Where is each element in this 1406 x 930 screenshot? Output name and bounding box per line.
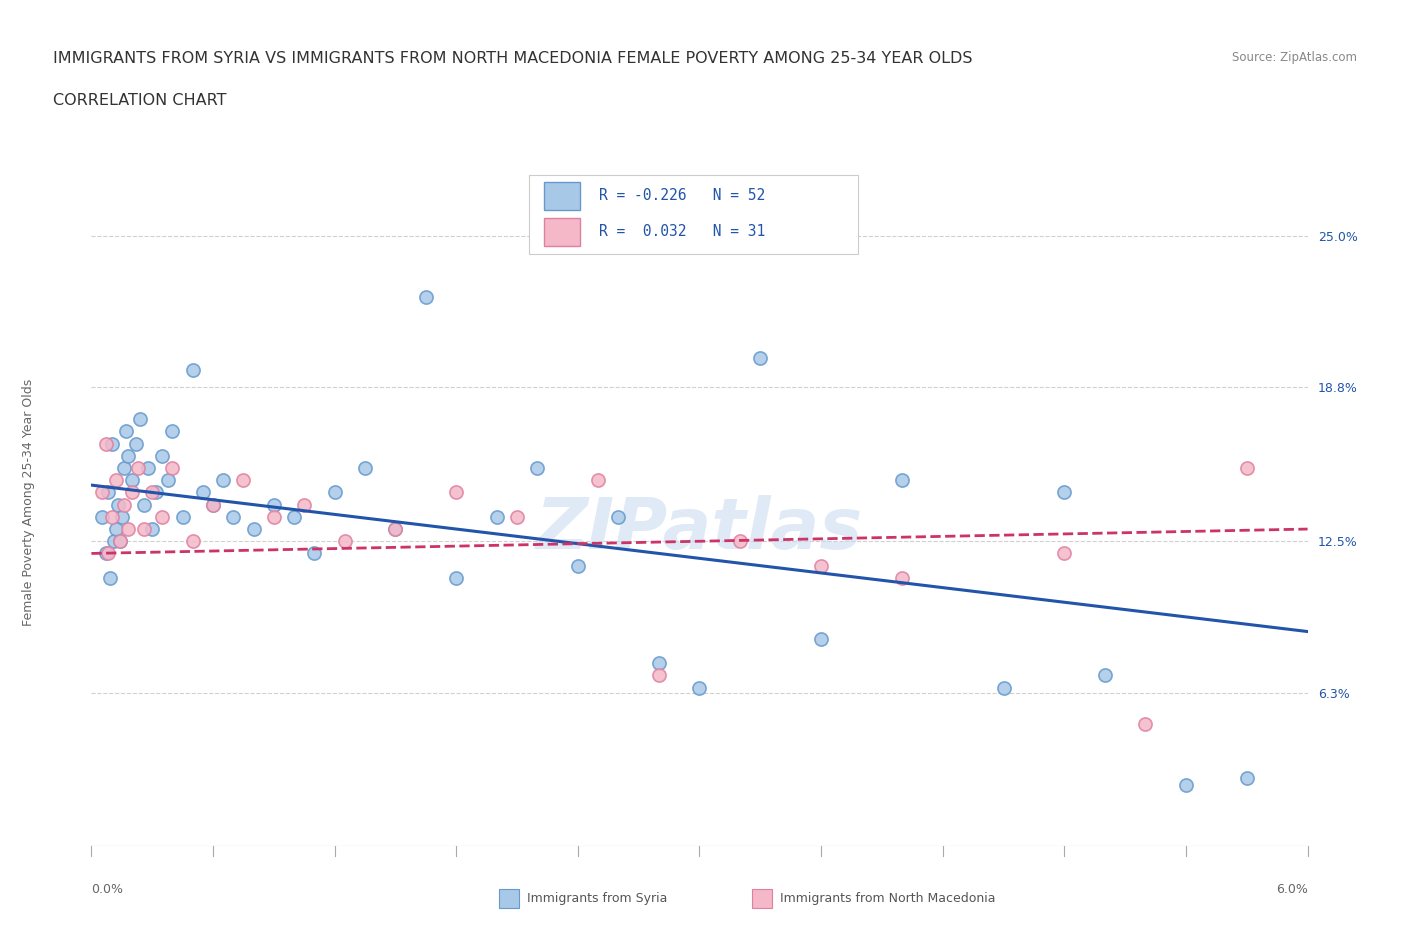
Point bbox=[354, 460, 377, 475]
Point bbox=[1135, 717, 1157, 732]
Point bbox=[115, 424, 138, 439]
Point bbox=[162, 424, 184, 439]
Text: Immigrants from North Macedonia: Immigrants from North Macedonia bbox=[780, 892, 995, 905]
Point bbox=[444, 485, 467, 500]
Point bbox=[891, 570, 914, 585]
Point bbox=[100, 436, 122, 451]
Point bbox=[191, 485, 214, 500]
Text: 0.0%: 0.0% bbox=[91, 883, 124, 896]
Point bbox=[181, 363, 204, 378]
Point bbox=[181, 534, 204, 549]
Point bbox=[150, 448, 173, 463]
FancyBboxPatch shape bbox=[544, 182, 581, 210]
Point bbox=[97, 485, 120, 500]
Point bbox=[132, 522, 155, 537]
Point bbox=[145, 485, 167, 500]
Point bbox=[100, 510, 122, 525]
Text: R = -0.226   N = 52: R = -0.226 N = 52 bbox=[599, 189, 765, 204]
Point bbox=[384, 522, 406, 537]
Point bbox=[810, 631, 832, 646]
Point bbox=[526, 460, 548, 475]
Point bbox=[1053, 546, 1076, 561]
Point bbox=[112, 460, 135, 475]
Text: Immigrants from Syria: Immigrants from Syria bbox=[527, 892, 668, 905]
Point bbox=[212, 472, 235, 487]
Point bbox=[201, 498, 224, 512]
Point bbox=[150, 510, 173, 525]
Point bbox=[103, 534, 125, 549]
FancyBboxPatch shape bbox=[499, 889, 519, 908]
Point bbox=[506, 510, 529, 525]
Point bbox=[1236, 460, 1258, 475]
Point bbox=[384, 522, 406, 537]
Point bbox=[201, 498, 224, 512]
Point bbox=[132, 498, 155, 512]
Point bbox=[688, 680, 710, 695]
Point bbox=[162, 460, 184, 475]
Point bbox=[485, 510, 508, 525]
Point bbox=[104, 522, 127, 537]
Point bbox=[993, 680, 1015, 695]
Point bbox=[94, 546, 117, 561]
Point bbox=[90, 510, 112, 525]
FancyBboxPatch shape bbox=[544, 218, 581, 246]
Point bbox=[127, 460, 149, 475]
Point bbox=[304, 546, 326, 561]
Point bbox=[141, 522, 163, 537]
FancyBboxPatch shape bbox=[752, 889, 772, 908]
Point bbox=[586, 472, 609, 487]
Point bbox=[129, 412, 152, 427]
Point bbox=[242, 522, 264, 537]
Point bbox=[222, 510, 245, 525]
Point bbox=[292, 498, 315, 512]
Point bbox=[1175, 777, 1198, 792]
Point bbox=[415, 290, 437, 305]
Point bbox=[125, 436, 148, 451]
Point bbox=[112, 498, 135, 512]
Point bbox=[117, 448, 139, 463]
Point bbox=[333, 534, 356, 549]
Point bbox=[157, 472, 180, 487]
Point bbox=[108, 534, 131, 549]
Point bbox=[567, 558, 589, 573]
Point bbox=[607, 510, 630, 525]
Point bbox=[117, 522, 139, 537]
Point bbox=[121, 485, 143, 500]
Text: IMMIGRANTS FROM SYRIA VS IMMIGRANTS FROM NORTH MACEDONIA FEMALE POVERTY AMONG 25: IMMIGRANTS FROM SYRIA VS IMMIGRANTS FROM… bbox=[53, 51, 973, 66]
Text: 6.0%: 6.0% bbox=[1275, 883, 1308, 896]
Point bbox=[728, 534, 751, 549]
Point bbox=[172, 510, 194, 525]
Text: Female Poverty Among 25-34 Year Olds: Female Poverty Among 25-34 Year Olds bbox=[21, 379, 35, 626]
Point bbox=[323, 485, 346, 500]
Point bbox=[90, 485, 112, 500]
Point bbox=[98, 570, 121, 585]
Point bbox=[141, 485, 163, 500]
Point bbox=[810, 558, 832, 573]
Text: CORRELATION CHART: CORRELATION CHART bbox=[53, 93, 226, 108]
Point bbox=[263, 498, 285, 512]
Point bbox=[232, 472, 254, 487]
Point bbox=[749, 351, 772, 365]
Point bbox=[121, 472, 143, 487]
Point bbox=[891, 472, 914, 487]
Point bbox=[444, 570, 467, 585]
Point bbox=[97, 546, 120, 561]
Point bbox=[104, 472, 127, 487]
Point bbox=[108, 534, 131, 549]
Point bbox=[107, 498, 129, 512]
Point bbox=[1236, 771, 1258, 786]
Text: R =  0.032   N = 31: R = 0.032 N = 31 bbox=[599, 224, 765, 239]
Text: Source: ZipAtlas.com: Source: ZipAtlas.com bbox=[1232, 51, 1357, 64]
Point bbox=[1094, 668, 1116, 683]
Point bbox=[136, 460, 159, 475]
Point bbox=[94, 436, 117, 451]
Point bbox=[648, 656, 671, 671]
Point bbox=[1053, 485, 1076, 500]
Text: ZIPatlas: ZIPatlas bbox=[536, 496, 863, 565]
Point bbox=[648, 668, 671, 683]
Point bbox=[111, 510, 134, 525]
FancyBboxPatch shape bbox=[529, 176, 858, 255]
Point bbox=[263, 510, 285, 525]
Point bbox=[283, 510, 305, 525]
